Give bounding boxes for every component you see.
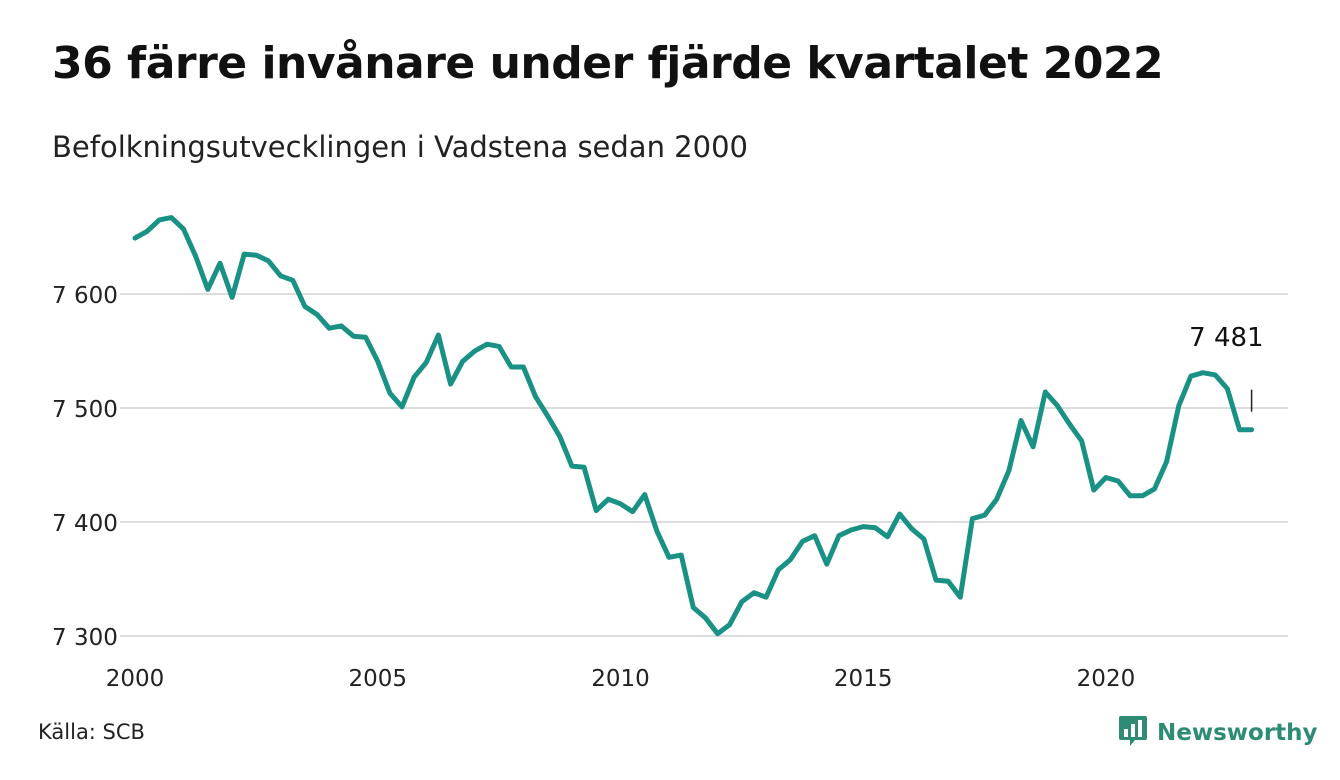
x-tick-label: 2015 — [834, 666, 893, 692]
end-value-label: 7 481 — [1189, 323, 1263, 353]
y-tick-label: 7 400 — [52, 511, 118, 537]
bar-chart-speech-bubble-icon — [1118, 714, 1148, 752]
x-tick-label: 2000 — [106, 666, 165, 692]
series-line — [132, 215, 1255, 637]
chart-title: 36 färre invånare under fjärde kvartalet… — [52, 38, 1164, 89]
y-tick-label: 7 300 — [52, 625, 118, 651]
brand-logo[interactable]: Newsworthy — [1118, 713, 1318, 753]
source-note: Källa: SCB — [38, 720, 145, 744]
chart-subtitle: Befolkningsutvecklingen i Vadstena sedan… — [52, 130, 748, 164]
brand-name: Newsworthy — [1157, 720, 1318, 746]
x-tick-label: 2010 — [591, 666, 650, 692]
y-tick-label: 7 600 — [52, 283, 118, 309]
y-tick-label: 7 500 — [52, 397, 118, 423]
x-tick-label: 2020 — [1077, 666, 1136, 692]
x-tick-label: 2005 — [348, 666, 407, 692]
